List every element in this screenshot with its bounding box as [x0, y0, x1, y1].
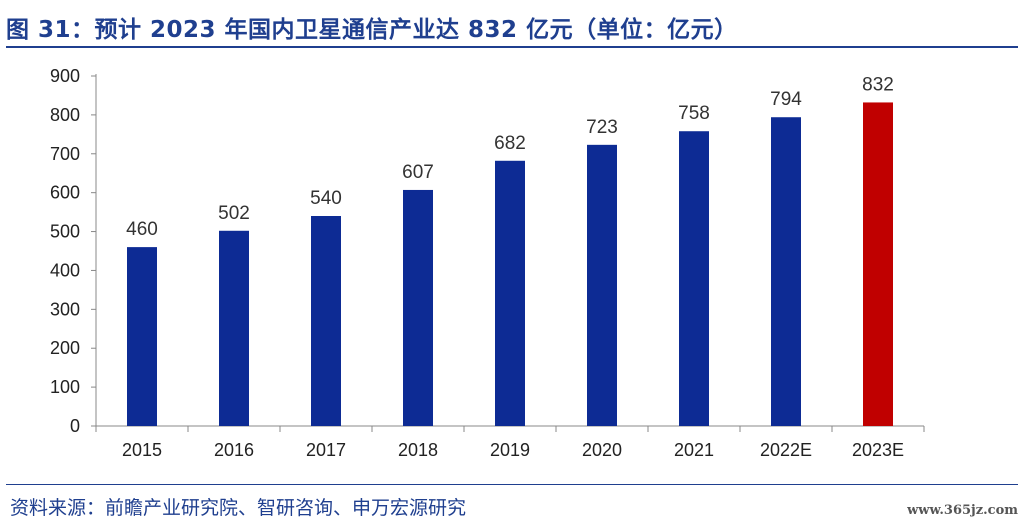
title-divider: [6, 46, 1018, 48]
value-label-2019: 682: [494, 133, 526, 154]
bar-2023E: [863, 102, 893, 426]
bar-2022E: [771, 117, 801, 426]
x-tick-label-2019: 2019: [490, 440, 530, 460]
bar-2020: [587, 144, 617, 427]
y-tick-label: 800: [50, 105, 80, 125]
x-tick-label-2023E: 2023E: [852, 440, 904, 460]
y-tick-label: 100: [50, 377, 80, 397]
y-tick-label: 500: [50, 222, 80, 242]
x-tick-label-2015: 2015: [122, 440, 162, 460]
value-label-2021: 758: [678, 103, 710, 124]
footer-divider: [6, 484, 1018, 485]
value-label-2022E: 794: [770, 89, 802, 110]
source-note: 资料来源：前瞻产业研究院、智研咨询、申万宏源研究: [10, 497, 467, 519]
value-label-2017: 540: [310, 188, 342, 209]
x-tick-label-2021: 2021: [674, 440, 714, 460]
data-labels: 460 502 540 607 682 723 758 794 832: [126, 74, 894, 240]
value-label-2015: 460: [126, 219, 158, 240]
value-label-2016: 502: [218, 203, 250, 224]
value-label-2023E: 832: [862, 74, 894, 95]
y-tick-label: 900: [50, 66, 80, 86]
bar-2017: [311, 216, 341, 426]
watermark: www.365jz.com: [907, 503, 1018, 518]
x-axis: 2015 2016 2017 2018 2019 2020 2021 2022E 2023E: [95, 425, 925, 460]
chart-title: 图 31：预计 2023 年国内卫星通信产业达 832 亿元（单位：亿元）: [6, 17, 738, 43]
y-tick-label: 700: [50, 144, 80, 164]
y-tick-label: 200: [50, 338, 80, 358]
bars: [127, 102, 893, 427]
bar-2019: [495, 160, 525, 426]
bar-2015: [127, 247, 157, 426]
value-label-2020: 723: [586, 117, 618, 138]
y-tick-label: 300: [50, 299, 80, 319]
x-tick-label-2017: 2017: [306, 440, 346, 460]
y-axis: 0 100 200 300 400 500 600 700 800 900: [50, 66, 97, 436]
bar-2018: [403, 189, 433, 426]
value-label-2018: 607: [402, 162, 434, 183]
y-tick-label: 0: [70, 416, 80, 436]
y-tick-label: 600: [50, 183, 80, 203]
bar-2021: [679, 131, 709, 426]
x-tick-label-2020: 2020: [582, 440, 622, 460]
x-tick-label-2022E: 2022E: [760, 440, 812, 460]
x-tick-label-2016: 2016: [214, 440, 254, 460]
x-tick-label-2018: 2018: [398, 440, 438, 460]
y-tick-label: 400: [50, 260, 80, 280]
bar-2016: [219, 230, 249, 426]
